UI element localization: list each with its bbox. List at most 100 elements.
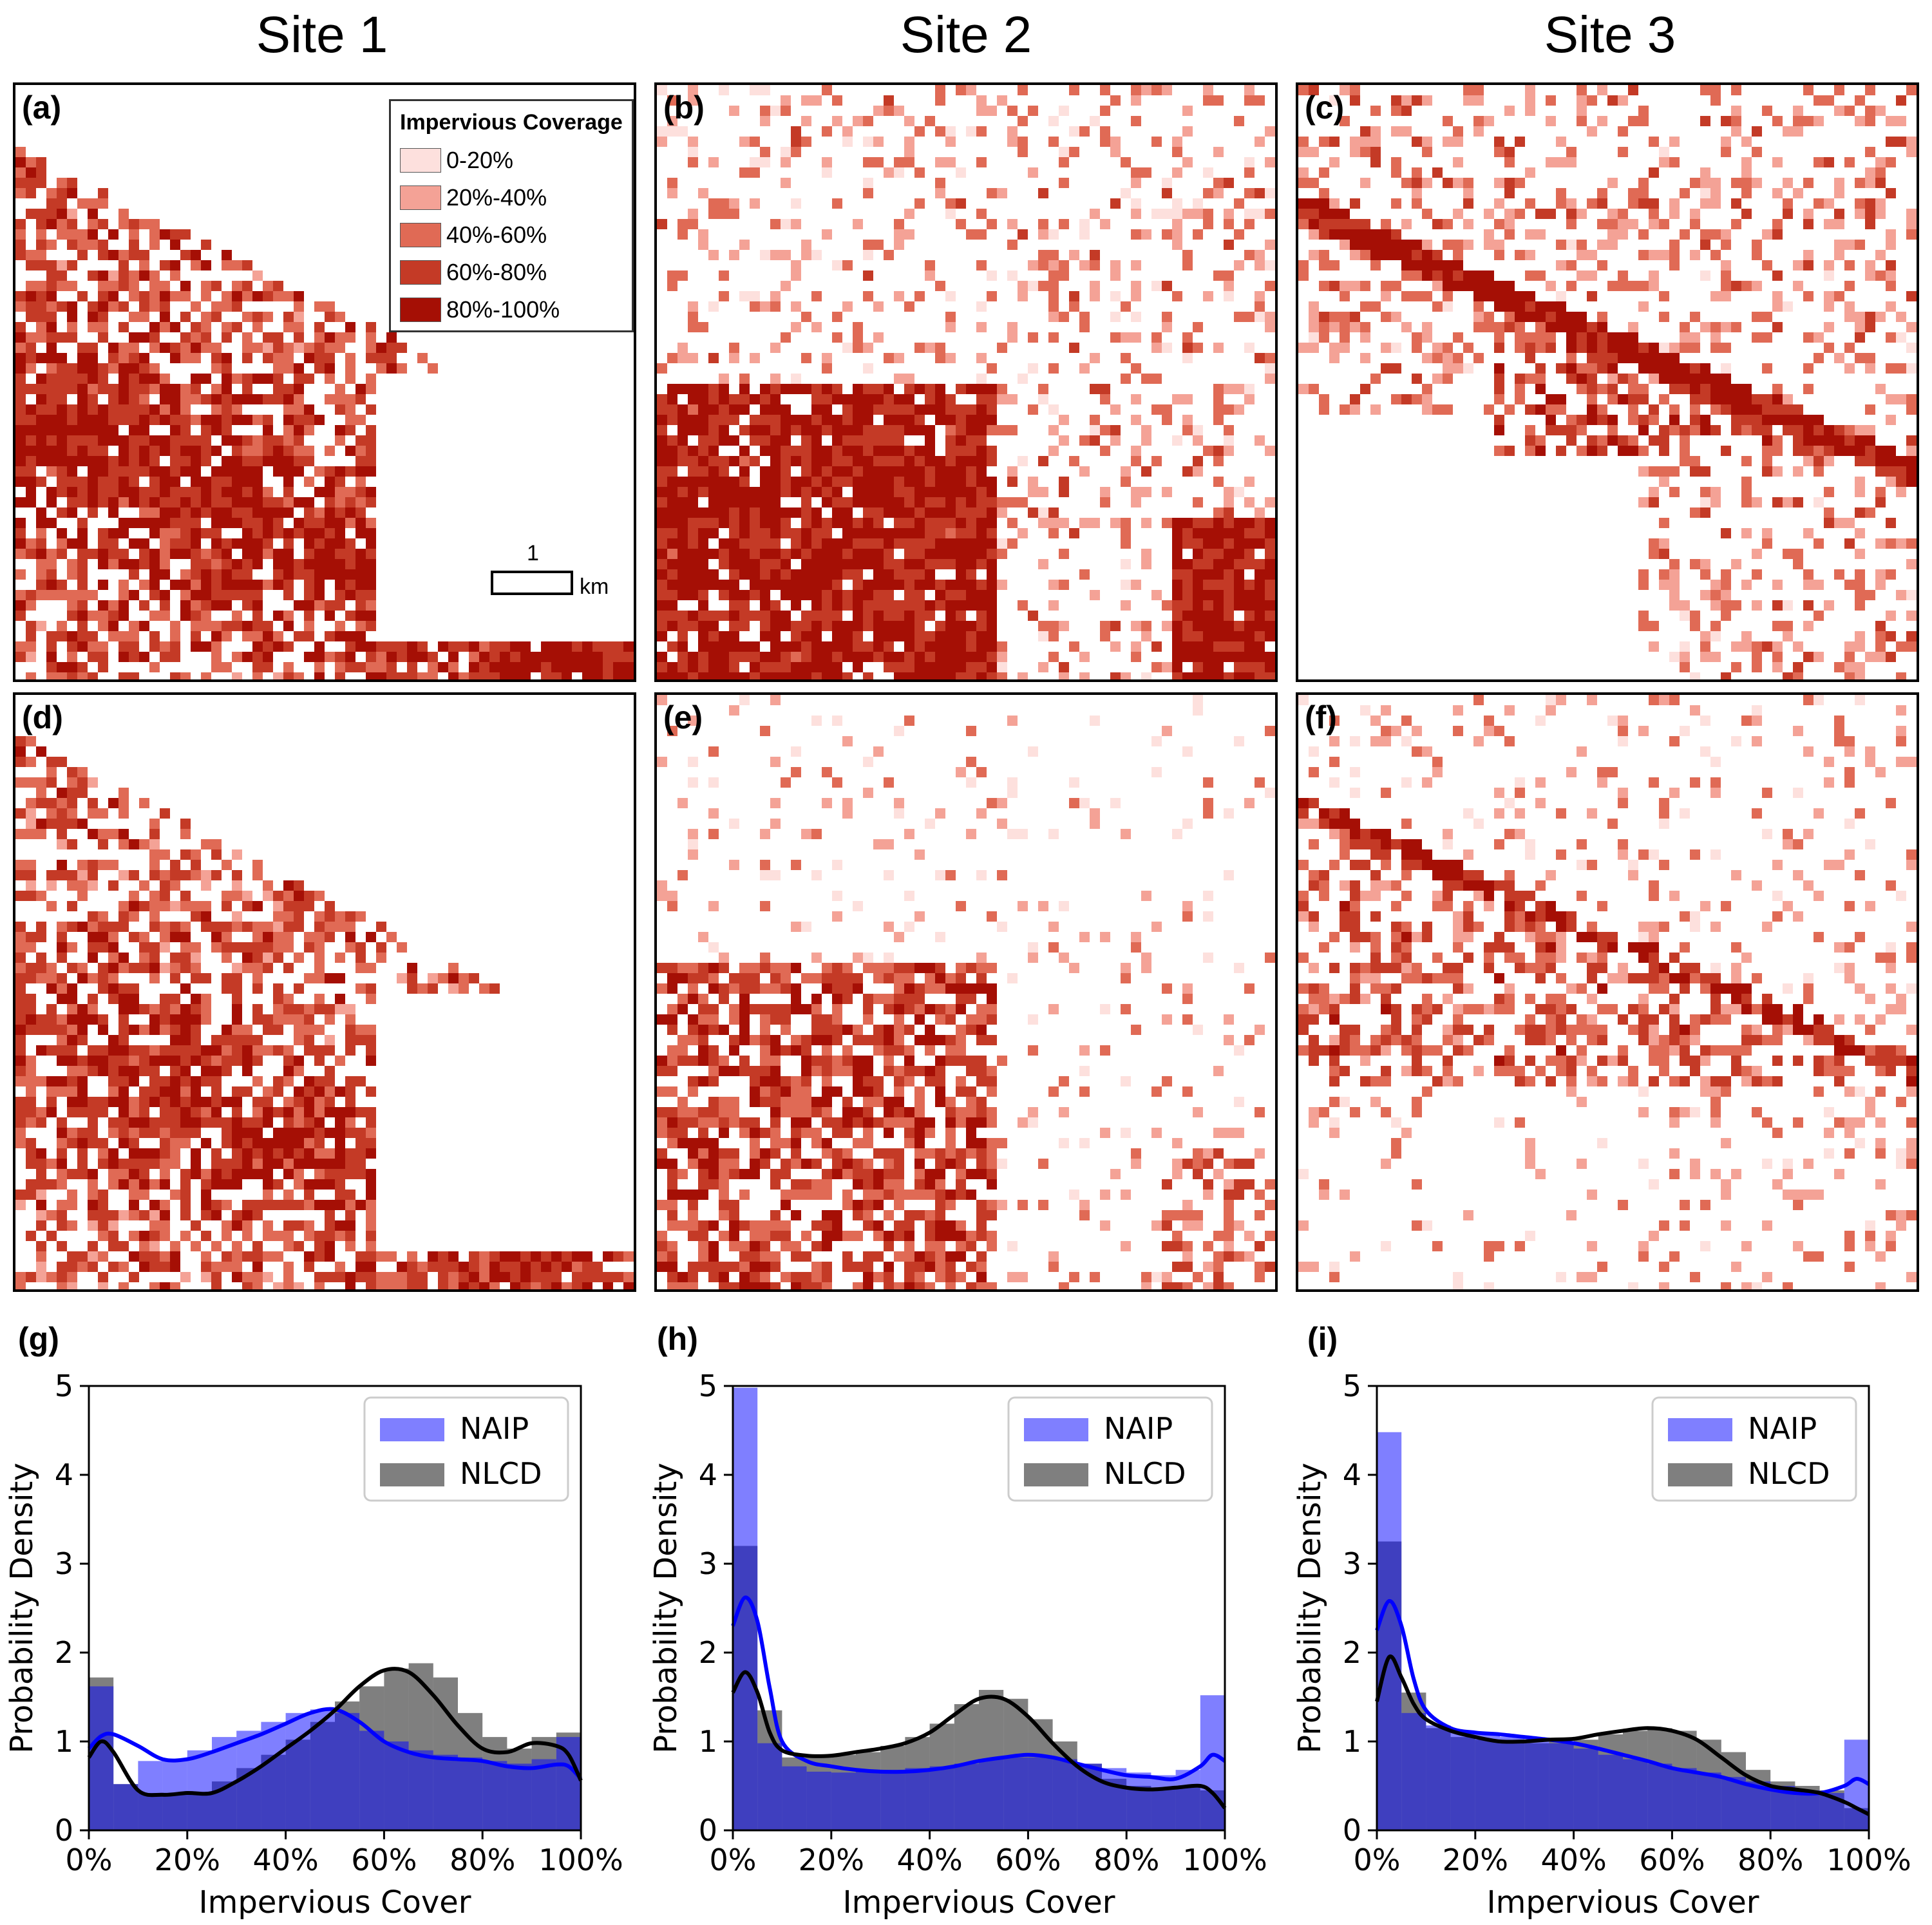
map-pixel-block bbox=[842, 736, 853, 746]
map-pixel-block bbox=[1731, 425, 1741, 435]
map-pixel-block bbox=[770, 291, 781, 301]
map-pixel-block bbox=[191, 1045, 201, 1056]
map-pixel-block bbox=[1224, 446, 1234, 456]
map-pixel-block bbox=[191, 374, 201, 384]
map-pixel-block bbox=[1298, 85, 1309, 95]
map-pixel-block bbox=[925, 487, 935, 497]
map-pixel-block bbox=[345, 322, 355, 332]
map-pixel-block bbox=[1731, 219, 1741, 229]
map-pixel-block bbox=[180, 600, 191, 611]
map-pixel-block bbox=[294, 1200, 304, 1210]
map-pixel-block bbox=[677, 662, 688, 672]
map-pixel-block bbox=[1762, 415, 1772, 425]
map-pixel-block bbox=[118, 487, 129, 497]
map-pixel-block bbox=[46, 559, 57, 569]
map-pixel-block bbox=[603, 662, 613, 672]
map-pixel-block bbox=[149, 1241, 160, 1251]
map-pixel-block bbox=[273, 1159, 283, 1169]
map-pixel-block bbox=[108, 425, 118, 435]
map-pixel-block bbox=[1721, 590, 1731, 600]
map-pixel-block bbox=[708, 652, 719, 662]
map-pixel-block bbox=[1131, 281, 1141, 291]
map-pixel-block bbox=[1638, 353, 1649, 363]
map-pixel-block bbox=[201, 1262, 211, 1272]
map-pixel-block bbox=[945, 507, 956, 518]
map-pixel-block bbox=[77, 343, 88, 353]
map-pixel-block bbox=[1255, 312, 1265, 322]
map-pixel-block bbox=[781, 569, 791, 580]
map-pixel-block bbox=[139, 404, 149, 415]
map-pixel-block bbox=[304, 507, 314, 518]
map-pixel-block bbox=[1048, 425, 1059, 435]
map-pixel-block bbox=[781, 662, 791, 672]
map-pixel-block bbox=[46, 983, 57, 994]
map-pixel-block bbox=[1577, 270, 1587, 281]
map-pixel-block bbox=[1329, 229, 1340, 240]
map-pixel-block bbox=[688, 147, 698, 157]
map-pixel-block bbox=[1803, 435, 1814, 446]
map-pixel-block bbox=[252, 518, 263, 528]
map-pixel-block bbox=[273, 1076, 283, 1086]
map-pixel-block bbox=[688, 301, 698, 312]
map-pixel-block bbox=[88, 641, 98, 652]
map-pixel-block bbox=[149, 829, 160, 839]
map-pixel-block bbox=[67, 312, 77, 322]
map-pixel-block bbox=[1224, 281, 1234, 291]
map-pixel-block bbox=[1412, 240, 1422, 250]
map-pixel-block bbox=[211, 932, 222, 942]
map-pixel-block bbox=[781, 590, 791, 600]
map-pixel-block bbox=[1391, 198, 1401, 209]
map-pixel-block bbox=[677, 446, 688, 456]
map-pixel-block bbox=[118, 641, 129, 652]
map-pixel-block bbox=[407, 1282, 417, 1289]
map-pixel-block bbox=[1793, 116, 1803, 126]
map-pixel-block bbox=[304, 1025, 314, 1035]
map-pixel-block bbox=[1319, 312, 1329, 322]
map-pixel-block bbox=[376, 363, 386, 374]
map-pixel-block bbox=[1752, 600, 1762, 611]
map-pixel-block bbox=[1255, 641, 1265, 652]
map-pixel-block bbox=[688, 209, 698, 219]
map-pixel-block bbox=[1494, 198, 1504, 209]
map-pixel-block bbox=[15, 415, 26, 425]
map-pixel-block bbox=[551, 662, 562, 672]
map-pixel-block bbox=[1783, 631, 1793, 641]
map-pixel-block bbox=[884, 353, 894, 363]
map-pixel-block bbox=[1504, 209, 1515, 219]
map-pixel-block bbox=[1875, 621, 1886, 631]
map-pixel-block bbox=[335, 538, 345, 549]
map-pixel-block bbox=[708, 672, 719, 679]
map-pixel-block bbox=[283, 456, 294, 466]
map-pixel-block bbox=[314, 911, 325, 922]
map-pixel-block bbox=[822, 229, 832, 240]
map-pixel-block bbox=[729, 611, 739, 621]
map-pixel-block bbox=[729, 590, 739, 600]
map-pixel-block bbox=[15, 1035, 26, 1045]
map-pixel-block bbox=[77, 1076, 88, 1086]
map-pixel-block bbox=[1350, 250, 1360, 260]
map-pixel-block bbox=[283, 1107, 294, 1117]
map-pixel-block bbox=[1110, 518, 1121, 528]
map-pixel-block bbox=[739, 466, 750, 477]
map-pixel-block bbox=[26, 497, 36, 507]
map-pixel-block bbox=[1234, 621, 1244, 631]
map-pixel-block bbox=[108, 621, 118, 631]
map-pixel-block bbox=[67, 425, 77, 435]
map-pixel-block bbox=[1213, 270, 1224, 281]
map-pixel-block bbox=[1182, 394, 1193, 404]
map-pixel-block bbox=[1597, 85, 1607, 95]
map-pixel-block bbox=[1473, 95, 1484, 106]
map-pixel-block bbox=[1224, 291, 1234, 301]
map-pixel-block bbox=[160, 1169, 170, 1179]
map-pixel-block bbox=[1515, 384, 1525, 394]
map-pixel-block bbox=[252, 860, 263, 870]
map-pixel-block bbox=[1244, 497, 1255, 507]
map-pixel-block bbox=[160, 1148, 170, 1159]
map-pixel-block bbox=[118, 631, 129, 641]
map-pixel-block bbox=[283, 1169, 294, 1179]
map-pixel-block bbox=[67, 456, 77, 466]
map-pixel-block bbox=[1669, 363, 1680, 374]
map-pixel-block bbox=[1525, 270, 1535, 281]
map-pixel-block bbox=[935, 631, 945, 641]
map-pixel-block bbox=[500, 1251, 510, 1262]
